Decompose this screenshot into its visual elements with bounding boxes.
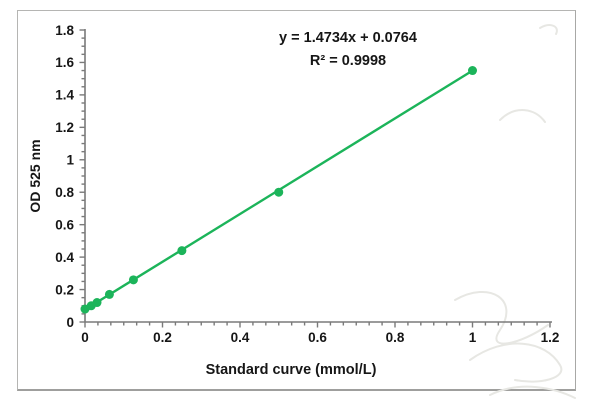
- equation-label: y = 1.4734x + 0.0764: [279, 30, 417, 46]
- x-tick-label: 1: [469, 330, 477, 345]
- data-points: [80, 66, 477, 314]
- y-tick-label: 1: [66, 153, 74, 168]
- data-point: [177, 246, 187, 256]
- data-point: [92, 298, 102, 308]
- x-tick-label: 0.8: [386, 330, 405, 345]
- image-border: [17, 10, 576, 391]
- data-point: [274, 187, 284, 197]
- plot-area: 0 0.2 0.4 0.6 0.8 1 1.2 1.4 1.6 1.8 0 0.2 0.4 0.6 0.8 1…: [27, 23, 559, 378]
- r-squared-label: R² = 0.9998: [310, 53, 386, 69]
- data-point: [104, 289, 114, 299]
- watermark: [454, 24, 576, 399]
- data-point: [468, 66, 477, 76]
- x-tick-label: 1.2: [541, 330, 560, 345]
- x-tick-label: 0.2: [153, 330, 172, 345]
- x-tick-label: 0.6: [308, 330, 327, 345]
- y-tick-label: 0.4: [55, 250, 74, 265]
- y-tick-label: 0.6: [55, 217, 74, 232]
- x-tick-label: 0: [81, 330, 89, 345]
- y-tick-label: 1.4: [55, 88, 74, 103]
- x-tick-label: 0.4: [231, 330, 250, 345]
- y-tick-label: 0.8: [55, 185, 74, 200]
- x-axis-title: Standard curve (mmol/L): [206, 362, 377, 378]
- data-point: [128, 275, 138, 285]
- y-tick-label: 1.6: [55, 55, 74, 70]
- y-tick-label: 1.8: [55, 23, 74, 38]
- y-axis-title: OD 525 nm: [27, 139, 43, 212]
- y-tick-label: 0.2: [55, 282, 74, 297]
- y-tick-label: 1.2: [55, 120, 74, 135]
- y-tick-label: 0: [66, 315, 74, 330]
- y-axis: 0 0.2 0.4 0.6 0.8 1 1.2 1.4 1.6 1.8: [55, 23, 86, 330]
- x-axis: 0 0.2 0.4 0.6 0.8 1 1.2: [81, 321, 560, 345]
